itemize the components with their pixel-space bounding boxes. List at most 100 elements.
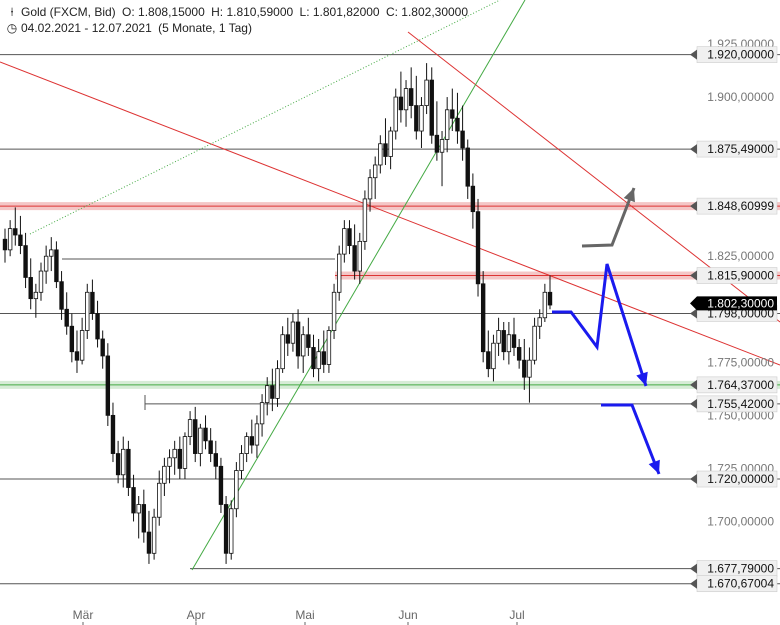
candle-body — [295, 321, 301, 357]
candle-body — [511, 334, 517, 348]
candle-body — [516, 347, 522, 361]
candle — [43, 245, 49, 284]
candle — [115, 440, 121, 484]
close-value: C: 1.802,30000 — [385, 5, 469, 19]
candle-body — [239, 453, 244, 471]
candle — [424, 63, 429, 115]
candle-body — [275, 368, 280, 399]
candle — [64, 292, 69, 335]
candle — [105, 343, 111, 426]
candle-body — [393, 96, 398, 132]
candle — [265, 377, 270, 416]
candle — [69, 313, 75, 363]
current-price-box — [690, 296, 777, 311]
candle-body — [105, 355, 111, 416]
candle-body — [193, 419, 198, 454]
candle-body — [475, 211, 481, 285]
candle — [336, 245, 342, 301]
candle-body — [23, 245, 28, 278]
candle-body — [95, 313, 100, 340]
candle — [213, 440, 219, 480]
period-info: (5 Monate, 1 Tag) — [158, 21, 252, 35]
candle — [295, 309, 301, 369]
open-value: O: 1.808,15000 — [122, 5, 205, 19]
candle — [162, 457, 167, 497]
date-range: 04.02.2021 - 12.07.2021 — [21, 21, 152, 35]
candle-body — [198, 427, 203, 454]
x-tick-label: Apr — [187, 608, 206, 622]
level-label-text: 1.677,79000 — [707, 562, 774, 576]
candle — [352, 224, 357, 280]
candle-body — [59, 281, 64, 310]
candle-body — [321, 351, 326, 365]
candle-body — [136, 504, 141, 514]
candle-body — [347, 228, 352, 247]
candle-body — [362, 198, 368, 242]
arrow-path — [601, 403, 661, 475]
candle-body — [244, 436, 249, 454]
candle — [223, 496, 229, 564]
candle — [244, 432, 249, 463]
candle-body — [115, 453, 121, 476]
candle-body — [162, 465, 167, 484]
candle — [527, 347, 532, 403]
green-trendline — [191, 0, 526, 571]
candle — [393, 88, 398, 140]
candle-body — [383, 143, 388, 157]
candle-body — [424, 79, 429, 106]
candle-body — [491, 342, 496, 370]
candle-body — [367, 177, 373, 200]
candlestick-icon: ⍿ — [10, 5, 14, 19]
candle-body — [301, 334, 306, 357]
candle — [475, 198, 481, 297]
projection-down-arrow — [601, 403, 661, 475]
projection-down-arrow — [552, 263, 648, 387]
candle-body — [419, 105, 424, 132]
candle-body — [450, 109, 455, 119]
candle — [516, 338, 522, 369]
level-label: 1.848,60999 — [690, 197, 778, 215]
candle-body — [455, 117, 460, 132]
candle-body — [177, 448, 183, 469]
candle — [38, 262, 44, 301]
candle — [141, 489, 147, 543]
projection-arrows — [552, 187, 661, 475]
candle-body — [90, 291, 95, 314]
candle — [33, 283, 39, 318]
candle-body — [229, 508, 234, 554]
current-price-text: 1.802,30000 — [707, 296, 774, 310]
candle — [74, 330, 80, 373]
candle-body — [110, 414, 116, 454]
candle-body — [439, 139, 445, 153]
candle — [187, 411, 193, 446]
y-tick-label: 1.700,00000 — [707, 514, 774, 528]
candle-body — [172, 448, 177, 459]
candle — [383, 118, 388, 165]
candle-body — [496, 330, 501, 344]
x-axis: Mär Apr Mai Jun Jul — [73, 608, 525, 625]
candle — [95, 300, 100, 348]
candle — [460, 105, 465, 161]
candle-body — [326, 330, 332, 365]
candle-body — [336, 253, 342, 293]
candle-body — [146, 531, 152, 554]
candle-body — [131, 487, 136, 514]
candle-body — [434, 134, 440, 153]
candle-body — [388, 130, 393, 157]
candle-body — [74, 351, 80, 361]
level-label-text: 1.720,00000 — [707, 472, 774, 486]
candle-body — [316, 351, 321, 370]
candles — [2, 63, 553, 564]
y-axis: 1.925,000001.900,000001.825,000001.775,0… — [690, 37, 778, 593]
candle-body — [270, 385, 275, 399]
candle — [28, 258, 33, 310]
candle — [408, 67, 414, 119]
candle-body — [85, 291, 90, 331]
candle-body — [342, 228, 347, 255]
low-value: L: 1.801,82000 — [299, 5, 380, 19]
candle-body — [13, 228, 18, 236]
current-price-tag: 1.802,30000 — [690, 296, 777, 311]
candle-body — [372, 164, 378, 179]
level-label: 1.720,00000 — [690, 470, 778, 488]
